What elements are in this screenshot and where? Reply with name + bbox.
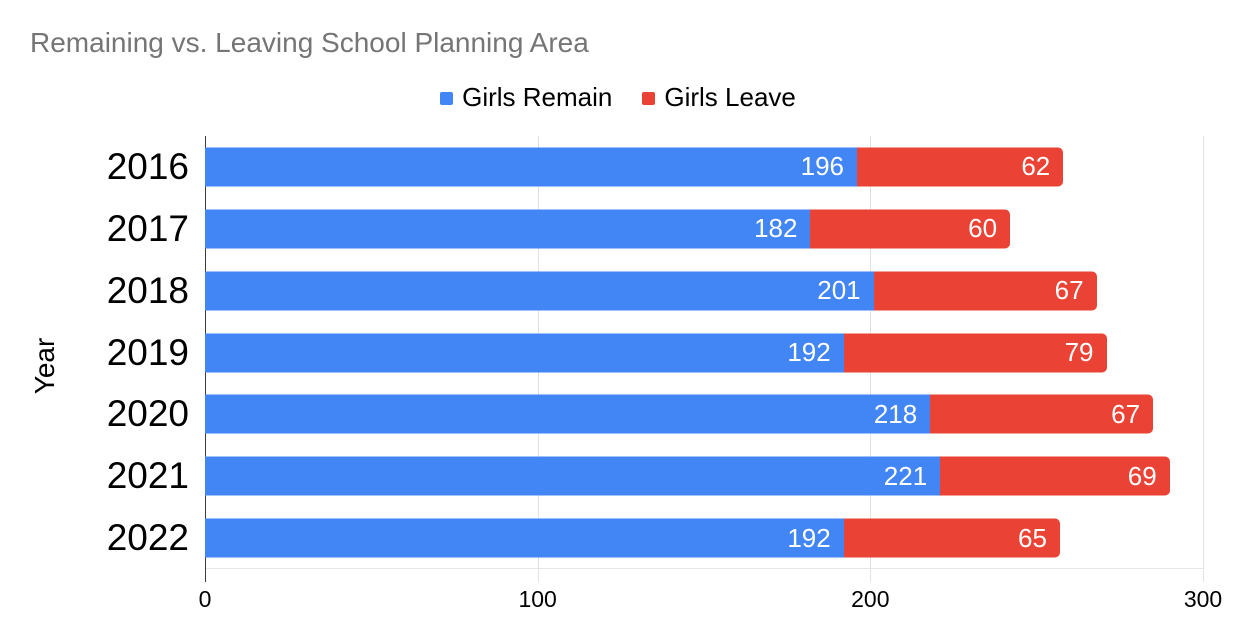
x-axis-baseline [205, 568, 1203, 569]
bar-segment-girls-remain: 192 [205, 333, 844, 372]
bar-value-label: 192 [787, 522, 831, 553]
category-label: 2021 [106, 455, 189, 497]
bar-row-2020: 2020 218 67 [107, 383, 1203, 445]
bar-row-2021: 2021 221 69 [107, 445, 1203, 507]
x-axis-tick-labels: 0 100 200 300 [199, 586, 1223, 612]
bar-value-label: 67 [1054, 275, 1084, 306]
x-tick-label: 200 [851, 586, 890, 612]
bar-value-label: 221 [883, 460, 928, 491]
bar-track: 221 69 [205, 456, 1203, 496]
bar-track: 192 65 [205, 518, 1203, 558]
bar-value-label: 79 [1064, 337, 1094, 367]
bar-track: 218 67 [205, 394, 1203, 434]
legend-swatch-icon [440, 92, 454, 105]
bar-value-label: 196 [800, 151, 845, 182]
x-tick-label: 0 [198, 586, 212, 612]
legend-item-girls-leave: Girls Leave [642, 82, 796, 113]
bar-value-label: 69 [1127, 460, 1157, 491]
bar-value-label: 62 [1021, 151, 1051, 182]
legend-swatch-icon [642, 92, 656, 105]
legend-label: Girls Leave [664, 82, 796, 112]
legend-item-girls-remain: Girls Remain [440, 82, 612, 113]
category-label: 2018 [106, 269, 189, 311]
plot-area: 2016 196 62 2017 182 60 2018 201 67 2019 192 79 2020… [107, 136, 1222, 612]
bar-segment-girls-remain: 182 [205, 209, 811, 249]
category-label: 2022 [106, 517, 189, 559]
bar-row-2016: 2016 196 62 [107, 136, 1203, 198]
legend: Girls Remain Girls Leave [0, 82, 1236, 113]
bar-value-label: 192 [787, 337, 831, 367]
bar-segment-girls-leave: 67 [873, 271, 1097, 311]
bar-segment-girls-remain: 196 [205, 147, 858, 187]
bar-segment-girls-remain: 192 [205, 518, 844, 558]
bar-segment-girls-leave: 69 [940, 456, 1170, 496]
x-tick-label: 100 [518, 586, 557, 612]
bar-value-label: 182 [754, 213, 798, 244]
bar-segment-girls-leave: 79 [843, 333, 1107, 372]
bar-segment-girls-leave: 65 [843, 518, 1060, 558]
bar-track: 192 79 [205, 333, 1203, 372]
category-label: 2019 [106, 331, 189, 373]
bar-value-label: 67 [1111, 398, 1141, 429]
bar-segment-girls-remain: 221 [205, 456, 941, 496]
chart-title: Remaining vs. Leaving School Planning Ar… [30, 27, 589, 58]
bar-segment-girls-remain: 201 [205, 271, 874, 311]
gridline [1203, 136, 1204, 582]
bar-value-label: 60 [968, 213, 998, 244]
category-label: 2017 [106, 207, 189, 249]
bar-row-2018: 2018 201 67 [107, 260, 1203, 322]
x-tick-label: 300 [1183, 586, 1223, 612]
bar-segment-girls-remain: 218 [205, 394, 931, 434]
y-axis-title: Year [29, 337, 60, 395]
bar-value-label: 201 [817, 275, 861, 306]
bar-value-label: 65 [1018, 522, 1047, 553]
bar-segment-girls-leave: 62 [857, 147, 1064, 187]
bar-rows: 2016 196 62 2017 182 60 2018 201 67 2019 192 79 2020… [107, 136, 1203, 569]
bar-segment-girls-leave: 60 [810, 209, 1011, 249]
bar-track: 182 60 [205, 209, 1203, 249]
legend-label: Girls Remain [462, 82, 613, 112]
bar-row-2017: 2017 182 60 [107, 198, 1203, 260]
bar-track: 201 67 [205, 271, 1203, 311]
bar-value-label: 218 [873, 398, 918, 429]
bar-row-2019: 2019 192 79 [107, 322, 1203, 384]
category-label: 2016 [106, 145, 189, 187]
bar-track: 196 62 [205, 147, 1203, 187]
bar-segment-girls-leave: 67 [930, 394, 1154, 434]
bar-row-2022: 2022 192 65 [107, 507, 1203, 569]
category-label: 2020 [106, 393, 189, 435]
